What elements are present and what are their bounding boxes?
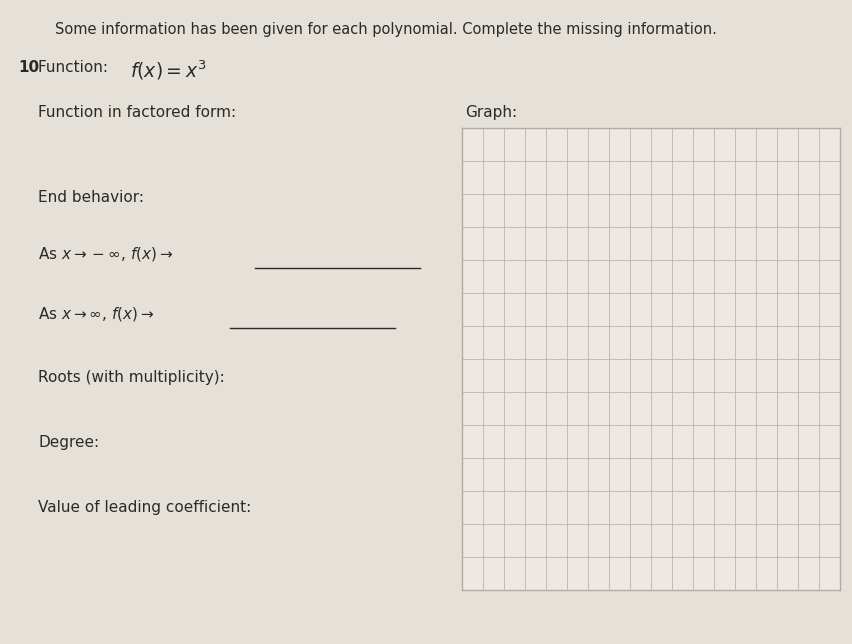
Text: As $x \rightarrow \infty$, $f(x) \rightarrow$: As $x \rightarrow \infty$, $f(x) \righta…: [38, 305, 155, 323]
Text: As $x \rightarrow -\infty$, $f(x) \rightarrow$: As $x \rightarrow -\infty$, $f(x) \right…: [38, 245, 174, 263]
Text: Graph:: Graph:: [465, 105, 517, 120]
Text: Degree:: Degree:: [38, 435, 99, 450]
Text: End behavior:: End behavior:: [38, 190, 144, 205]
Text: Value of leading coefficient:: Value of leading coefficient:: [38, 500, 251, 515]
Text: 10: 10: [18, 60, 39, 75]
Text: Function in factored form:: Function in factored form:: [38, 105, 236, 120]
Text: Roots (with multiplicity):: Roots (with multiplicity):: [38, 370, 225, 385]
Bar: [462, 128, 840, 590]
Text: $f(x) = x^3$: $f(x) = x^3$: [130, 58, 206, 82]
Text: Function:: Function:: [38, 60, 118, 75]
Text: Some information has been given for each polynomial. Complete the missing inform: Some information has been given for each…: [55, 22, 717, 37]
